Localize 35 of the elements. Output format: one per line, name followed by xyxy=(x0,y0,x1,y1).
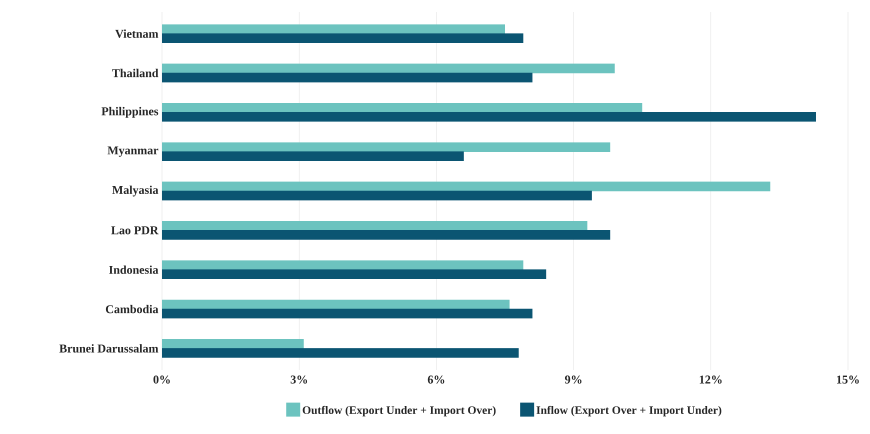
x-tick-label: 9% xyxy=(564,376,582,384)
bar xyxy=(162,300,510,310)
bar xyxy=(162,269,546,280)
bar xyxy=(162,339,304,349)
bar xyxy=(162,24,506,34)
bar xyxy=(162,230,610,240)
x-tick-label: 12% xyxy=(700,376,722,384)
bar xyxy=(162,112,816,122)
y-tick-label: Indonesia xyxy=(109,265,158,274)
legend-label: Outflow (Export Under + Import Over) xyxy=(302,406,496,416)
bar xyxy=(162,102,642,113)
legend-label: Inflow (Export Over + Import Under) xyxy=(536,406,722,416)
bar xyxy=(162,33,524,43)
bar xyxy=(162,260,524,270)
x-tick-label: 3% xyxy=(290,376,308,384)
y-tick-label: Cambodia xyxy=(106,304,158,314)
bar xyxy=(162,142,610,152)
y-tick-label: Thailand xyxy=(112,68,158,78)
x-tick-label: 15% xyxy=(837,376,859,384)
y-tick-label: Philippines xyxy=(102,106,158,118)
y-tick-label: Malyasia xyxy=(112,186,158,196)
y-tick-label: Vietnam xyxy=(115,29,158,38)
y-tick-label: Brunei Darussalam xyxy=(59,344,158,353)
bar xyxy=(162,151,464,162)
bar xyxy=(162,308,532,318)
bar xyxy=(162,221,588,231)
x-tick-label: 6% xyxy=(428,376,444,384)
x-tick-label: 0% xyxy=(153,376,170,384)
bar xyxy=(162,182,770,192)
bar xyxy=(162,190,592,200)
bar xyxy=(162,64,615,74)
bar xyxy=(162,72,532,82)
y-tick-label: Lao PDR xyxy=(111,226,159,234)
y-tick-label: Myanmar xyxy=(108,146,158,157)
bar xyxy=(162,348,519,358)
